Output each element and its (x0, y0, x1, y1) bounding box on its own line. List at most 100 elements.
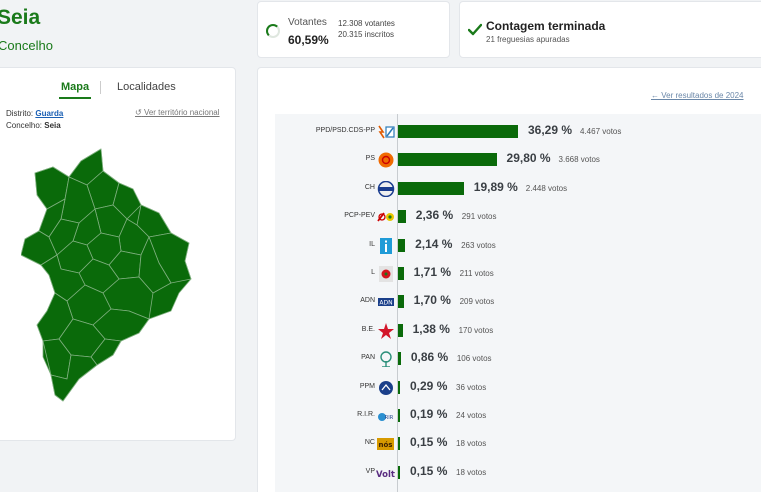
livre-logo (376, 266, 395, 282)
party-votes: 2.448 votos (525, 183, 568, 193)
turnout-progress-icon (266, 24, 280, 38)
party-percent: 0,15 % (410, 463, 448, 478)
chart-axis (397, 114, 398, 492)
party-votes: 291 votos (461, 212, 497, 222)
party-percent: 29,80 % (506, 151, 551, 166)
party-name: ADN (360, 297, 375, 305)
party-name: CH (364, 183, 375, 191)
svg-text:Volt: Volt (376, 470, 395, 480)
district-label: Distrito: (6, 109, 34, 118)
party-row: CH 19,89 % 2.448 votos (275, 179, 755, 199)
nc-logo: nós (376, 436, 395, 452)
party-bar (398, 323, 403, 337)
ps-logo (376, 152, 395, 168)
party-row: ADN ADN 1,70 % 209 votos (275, 292, 755, 312)
party-bar (398, 352, 401, 366)
ppm-logo (376, 380, 395, 396)
volt-logo: Volt (376, 465, 395, 481)
party-row: PPM 0,29 % 36 votos (275, 378, 755, 398)
party-row: R.I.R. RIR 0,19 % 24 votos (275, 406, 755, 426)
county-map[interactable] (21, 143, 201, 403)
previous-results-link[interactable]: ← Ver resultados de 2024 (651, 91, 744, 100)
party-row: IL 2,14 % 263 votos (275, 236, 755, 256)
svg-text:RIR: RIR (385, 415, 394, 421)
map-parish (112, 182, 142, 220)
party-votes: 18 votos (456, 439, 487, 449)
turnout-votes: 12.308 votantes (338, 19, 395, 28)
party-bar (398, 153, 497, 167)
turnout-registered: 20.315 inscritos (338, 30, 395, 39)
il-logo (376, 237, 395, 254)
reset-icon: ↺ (135, 108, 142, 117)
party-votes: 4.467 votos (580, 127, 622, 136)
party-name: L (371, 269, 375, 276)
party-bar (398, 409, 400, 422)
count-status-subtitle: 21 freguesias apuradas (486, 35, 570, 44)
ch-logo (376, 180, 395, 198)
party-votes: 211 votos (459, 269, 494, 278)
party-percent: 2,36 % (415, 208, 454, 223)
party-bar (398, 465, 400, 479)
map-parish (90, 338, 122, 366)
party-name: PPD/PSD.CDS-PP (315, 127, 375, 134)
party-row: VP Volt 0,15 % 18 votos (275, 463, 755, 483)
party-bar (398, 437, 400, 451)
party-name: PPM (359, 382, 375, 390)
svg-text:ADN: ADN (379, 300, 392, 307)
party-row: NC nós 0,15 % 18 votos (275, 434, 755, 454)
party-percent: 0,19 % (410, 407, 448, 421)
party-percent: 0,15 % (410, 435, 448, 450)
party-votes: 170 votos (458, 325, 494, 335)
count-status-title: Contagem terminada (486, 19, 606, 33)
party-bar (398, 210, 406, 224)
party-percent: 0,29 % (410, 378, 448, 393)
party-row: PS 29,80 % 3.668 votos (275, 150, 755, 170)
results-panel: ← Ver resultados de 2024 PPD/PSD.CDS-PP 3… (257, 67, 761, 492)
party-row: PCP-PEV 2,36 % 291 votos (275, 207, 755, 227)
party-name: PCP-PEV (344, 212, 375, 220)
page-subtitle: Concelho (0, 38, 53, 53)
turnout-card: Votantes 60,59% 12.308 votantes 20.315 i… (257, 1, 450, 58)
party-percent: 1,70 % (413, 293, 451, 308)
ad-logo (376, 124, 395, 140)
party-bar (398, 181, 464, 195)
page-title: Seia (0, 6, 41, 29)
party-bar (398, 238, 406, 252)
map-panel: Mapa Localidades Distrito: Guarda Concel… (0, 67, 236, 441)
tab-localities[interactable]: Localidades (117, 81, 176, 93)
tab-map[interactable]: Mapa (58, 81, 92, 99)
district-link[interactable]: Guarda (35, 109, 64, 118)
map-parish (50, 354, 98, 402)
party-votes: 263 votos (461, 240, 496, 250)
party-name: B.E. (361, 325, 375, 333)
party-row: B.E. 1,38 % 170 votos (275, 321, 755, 341)
count-status-card: Contagem terminada 21 freguesias apurada… (459, 1, 761, 58)
party-votes: 3.668 votos (558, 155, 600, 165)
svg-text:nós: nós (379, 441, 393, 449)
party-votes: 18 votos (456, 467, 487, 477)
party-votes: 209 votos (459, 297, 495, 307)
party-name: PS (365, 155, 375, 163)
be-logo (376, 322, 395, 339)
national-territory-link[interactable]: ↺ Ver território nacional (135, 108, 220, 117)
party-percent: 36,29 % (528, 123, 573, 137)
party-bar (398, 380, 400, 394)
party-votes: 24 votos (456, 411, 487, 420)
pan-logo (376, 351, 395, 368)
party-votes: 36 votos (456, 382, 487, 392)
party-row: PPD/PSD.CDS-PP 36,29 % 4.467 votos (275, 122, 755, 142)
district-info: Distrito: Guarda (6, 109, 63, 118)
party-name: NC (364, 439, 375, 447)
party-name: PAN (361, 354, 375, 362)
county-info: Concelho: Seia (6, 121, 61, 130)
party-percent: 1,38 % (412, 321, 450, 336)
results-chart: PPD/PSD.CDS-PP 36,29 % 4.467 votos PS 29,80 … (275, 114, 761, 492)
party-name: R.I.R. (357, 411, 375, 418)
party-votes: 106 votos (456, 354, 492, 364)
party-name: IL (369, 240, 375, 248)
party-percent: 2,14 % (415, 236, 453, 251)
checkmark-icon (468, 23, 482, 36)
party-row: PAN 0,86 % 106 votos (275, 349, 755, 369)
tab-divider (100, 81, 101, 94)
party-row: L 1,71 % 211 votos (275, 264, 755, 284)
